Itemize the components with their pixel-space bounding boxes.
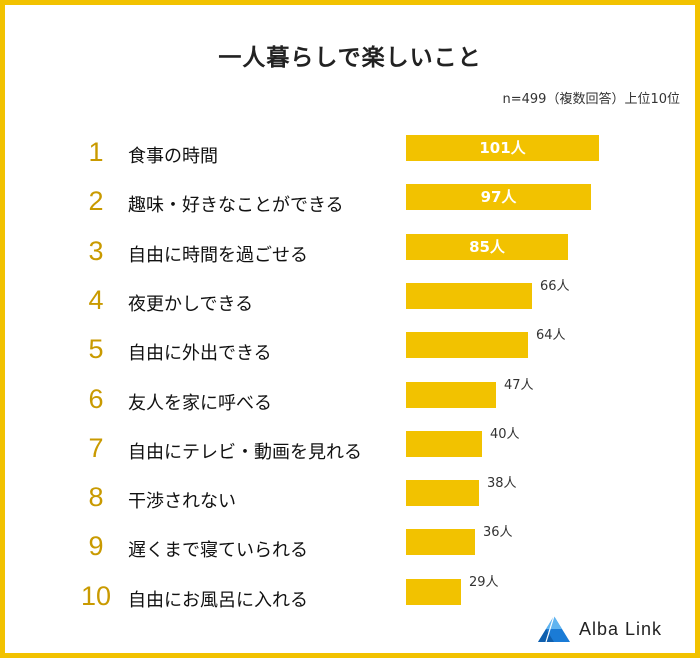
rank-number: 2 [88,186,104,217]
rank-number: 3 [88,235,104,266]
category-label: 自由にテレビ・動画を見れる [128,441,362,463]
data-label: 40人 [490,426,520,442]
category-label: 友人を家に呼べる [128,392,272,414]
alba-link-logo-icon [538,615,570,643]
bar [406,578,461,605]
alba-link-logo: Alba Link [537,613,662,645]
ranking-row: 4 夜更かしできる 66人 [0,279,700,321]
bar [406,381,496,408]
bar [406,135,599,161]
ranking-row: 10 自由にお風呂に入れる 29人 [0,575,700,617]
data-label: 36人 [483,525,513,541]
ranking-row: 6 友人を家に呼べる 47人 [0,378,700,420]
data-label: 101人 [479,139,526,157]
rank-number: 7 [88,432,104,463]
category-label: 遅くまで寝ていられる [128,540,308,562]
sample-note: n=499（複数回答）上位10位 [502,92,681,107]
bar [406,282,532,309]
bar [406,480,479,507]
rank-number: 10 [80,580,112,611]
bar [406,233,568,260]
bar [406,184,591,211]
chart-title: 一人暮らしで楽しいこと [218,45,482,71]
logo-text: Alba Link [579,618,663,639]
bar [406,332,528,359]
ranking-row: 8 干渉されない 38人 [0,476,700,518]
rank-number: 8 [88,482,104,513]
category-label: 自由に時間を過ごせる [128,244,308,266]
ranking-row: 9 遅くまで寝ていられる 36人 [0,525,700,567]
data-label: 66人 [540,278,570,294]
rank-number: 1 [88,137,104,167]
data-label: 47人 [504,377,534,393]
data-label: 85人 [469,237,505,256]
rank-number: 9 [88,531,104,562]
data-label: 29人 [469,574,499,590]
bar [406,430,482,457]
ranking-row: 2 趣味・好きなことができる 97人 [0,182,700,222]
rank-number: 6 [88,383,104,414]
ranking-row: 1 食事の時間 101人 [0,133,700,173]
rank-number: 5 [88,334,104,365]
category-label: 夜更かしできる [128,293,254,315]
category-label: 干渉されない [128,491,236,513]
category-label: 自由にお風呂に入れる [128,589,308,611]
data-label: 64人 [536,328,566,344]
category-label: 趣味・好きなことができる [128,195,344,217]
data-label: 38人 [487,476,517,492]
bar [406,529,475,556]
category-label: 食事の時間 [128,146,218,167]
ranking-row: 3 自由に時間を過ごせる 85人 [0,232,700,272]
ranking-row: 7 自由にテレビ・動画を見れる 40人 [0,427,700,469]
ranking-row: 5 自由に外出できる 64人 [0,328,700,370]
rank-number: 4 [88,284,104,315]
category-label: 自由に外出できる [128,343,272,365]
data-label: 97人 [480,188,517,207]
